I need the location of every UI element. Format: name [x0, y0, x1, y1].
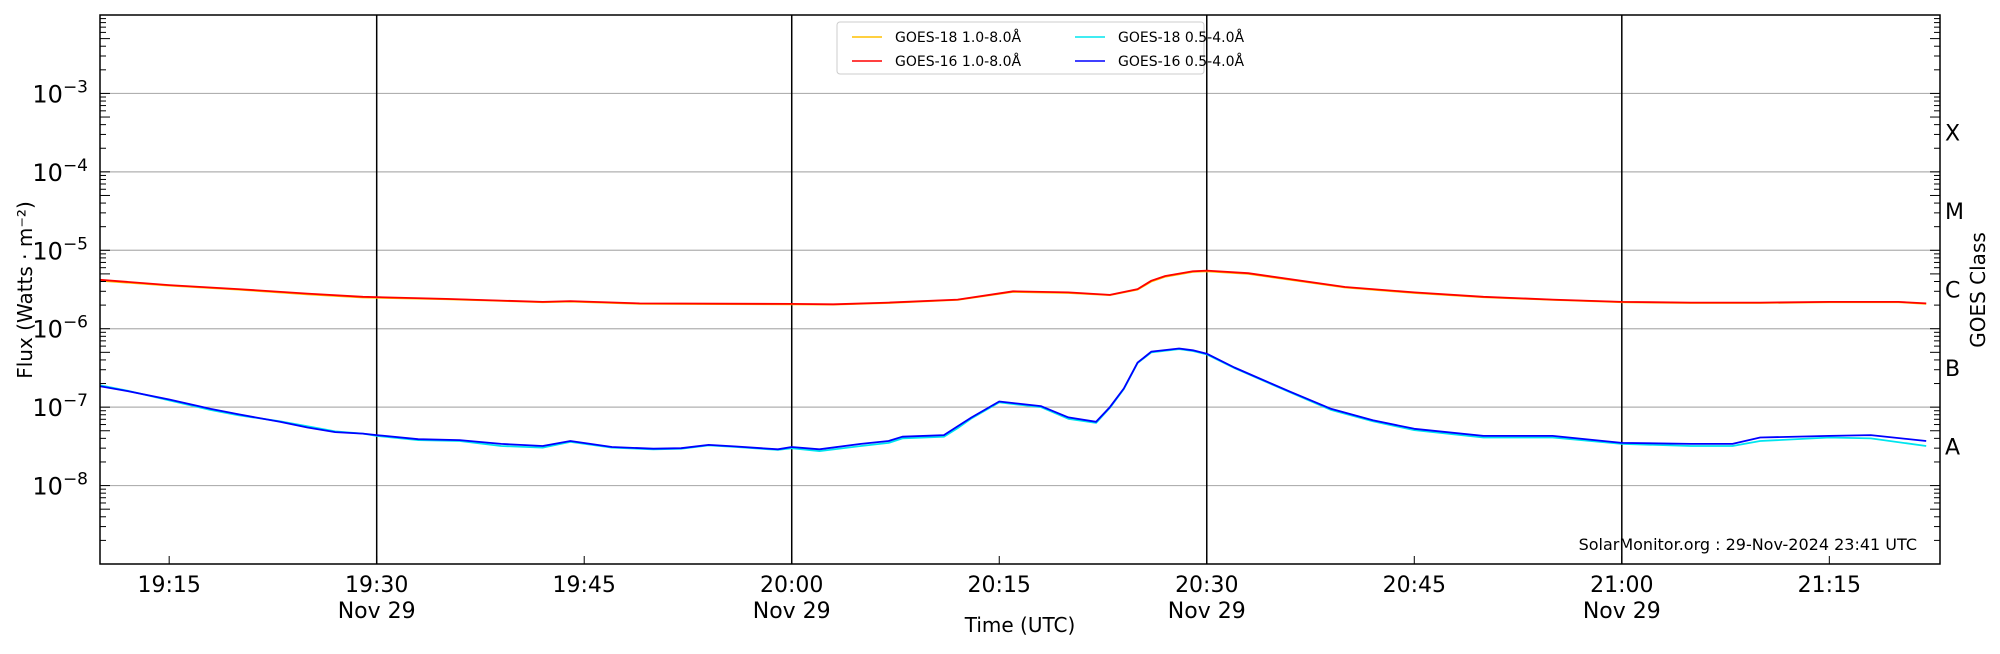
x-tick-label: 19:30 [345, 573, 408, 598]
y-tick-exponent: −8 [63, 470, 88, 490]
series-line-0 [99, 270, 1927, 306]
goes-class-A: A [1945, 435, 1960, 460]
series-lines [99, 269, 1927, 453]
goes-class-B: B [1945, 357, 1960, 382]
y-tick-label: 10−4 [32, 156, 88, 187]
y-tick-exponent: −7 [63, 391, 88, 411]
series-line-3 [99, 347, 1927, 451]
x-tick-label: 20:30 [1175, 573, 1238, 598]
y-tick-base: 10 [32, 237, 63, 265]
y-tick-label: 10−7 [32, 391, 88, 422]
x-tick-date: Nov 29 [1168, 599, 1246, 624]
x-axis-label: Time (UTC) [964, 613, 1076, 637]
y-tick-label: 10−3 [32, 77, 88, 108]
y-tick-base: 10 [32, 473, 63, 501]
y-tick-exponent: −6 [63, 313, 88, 333]
series-line-2 [99, 269, 1927, 306]
legend-entry: GOES-18 1.0-8.0Å [895, 29, 1021, 46]
x-tick-date: Nov 29 [338, 599, 416, 624]
x-tick-label: 20:15 [968, 573, 1031, 598]
y-tick-label: 10−6 [32, 313, 88, 344]
y-tick-base: 10 [32, 394, 63, 422]
legend-entry: GOES-16 1.0-8.0Å [895, 53, 1021, 70]
goes-class-X: X [1945, 122, 1960, 147]
day-vertical-lines [375, 15, 1623, 564]
series-line-1 [99, 348, 1927, 453]
legend-entry: GOES-18 0.5-4.0Å [1118, 29, 1244, 46]
y-tick-exponent: −3 [63, 77, 88, 97]
goes-class-M: M [1945, 200, 1964, 225]
goes-class-labels: X M C B A [1945, 122, 1964, 461]
x-tick-label: 21:00 [1590, 573, 1653, 598]
watermark-annotation: SolarMonitor.org : 29-Nov-2024 23:41 UTC [1579, 535, 1917, 554]
x-tick-label: 20:00 [760, 573, 823, 598]
y2-axis-label: GOES Class [1966, 232, 1990, 348]
x-tick-label: 21:15 [1798, 573, 1861, 598]
x-tick-label: 20:45 [1383, 573, 1446, 598]
y-tick-base: 10 [32, 316, 63, 344]
goes-class-C: C [1945, 279, 1960, 304]
x-tick-date: Nov 29 [1583, 599, 1661, 624]
legend-entry: GOES-16 0.5-4.0Å [1118, 53, 1244, 70]
y-tick-label: 10−5 [32, 234, 88, 265]
legend-box [836, 21, 1205, 75]
x-tick-label: 19:15 [137, 573, 200, 598]
y-tick-label: 10−8 [32, 470, 88, 501]
x-tick-date: Nov 29 [753, 599, 831, 624]
x-tick-label: 19:45 [553, 573, 616, 598]
y-tick-base: 10 [32, 159, 63, 187]
grid-lines [100, 92, 1940, 487]
y-axis-label: Flux (Watts · m⁻²) [13, 201, 37, 379]
y-tick-exponent: −4 [63, 156, 88, 176]
y-axis-ticks: 10−310−410−510−610−710−8 [32, 18, 1940, 565]
legend: GOES-18 1.0-8.0Å GOES-16 1.0-8.0Å GOES-18 … [836, 21, 1244, 75]
y-tick-base: 10 [32, 80, 63, 108]
y-tick-exponent: −5 [63, 234, 88, 254]
plot-frame [99, 14, 1941, 565]
